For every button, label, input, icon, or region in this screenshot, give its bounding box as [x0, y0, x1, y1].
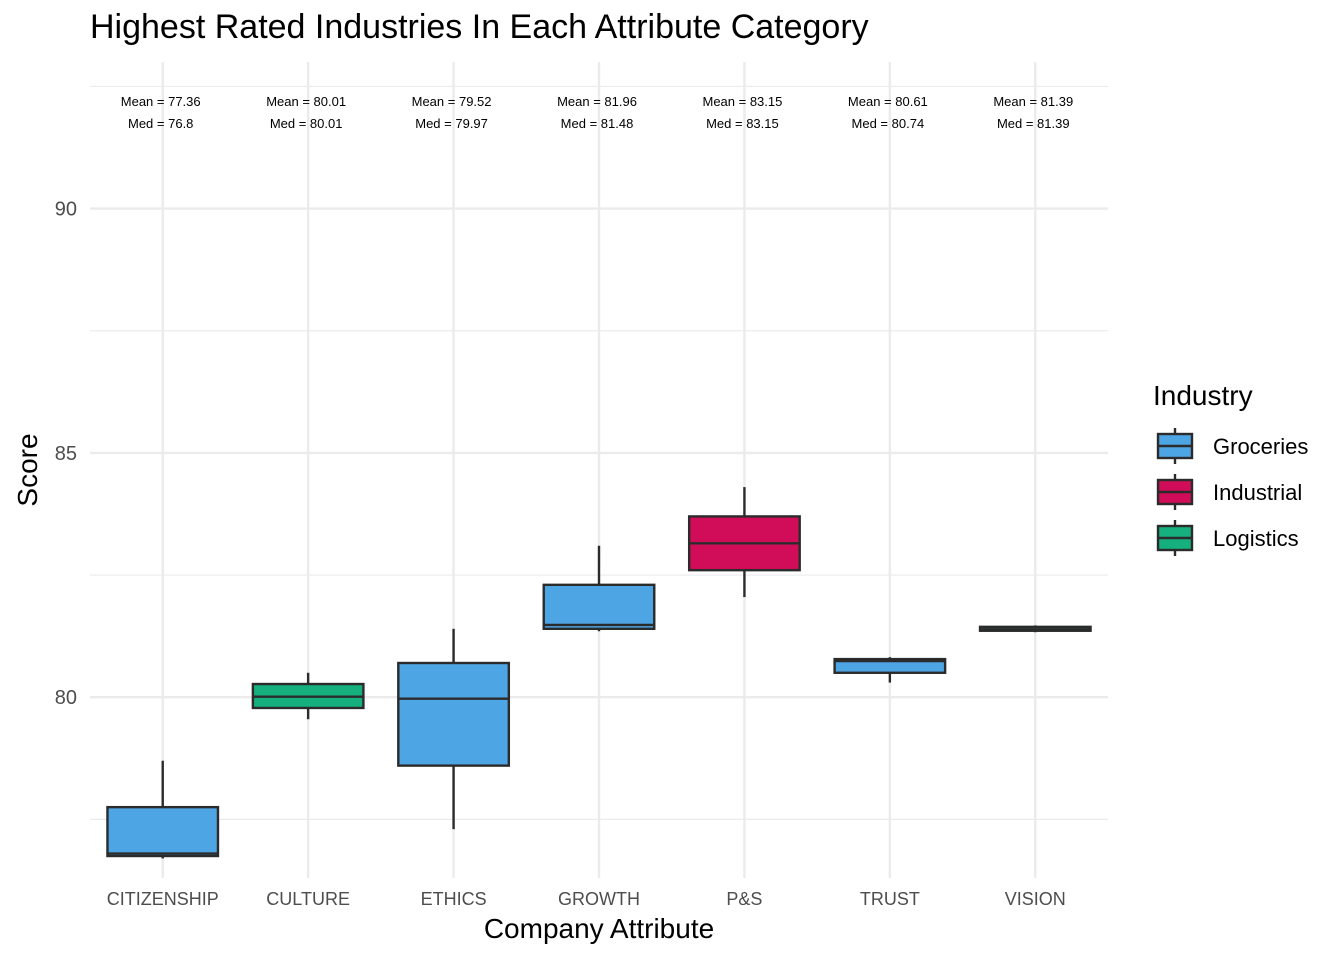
legend: Industry Groceries Industrial Logistics	[1153, 380, 1308, 556]
x-tick-label: CITIZENSHIP	[107, 889, 219, 909]
x-tick-label: P&S	[726, 889, 762, 909]
box-growth	[542, 545, 656, 632]
chart-title: Highest Rated Industries In Each Attribu…	[90, 8, 869, 46]
median-label: Med = 81.48	[561, 116, 634, 131]
box-trust	[833, 657, 947, 683]
grid	[90, 62, 1108, 878]
y-axis-title: Score	[12, 433, 43, 506]
mean-label: Mean = 77.36	[121, 94, 201, 109]
box-body	[397, 661, 511, 767]
mean-label: Mean = 81.96	[557, 94, 637, 109]
box-ethics	[397, 628, 511, 830]
y-tick-label: 80	[55, 687, 77, 709]
mean-label: Mean = 81.39	[993, 94, 1073, 109]
box-body	[833, 657, 947, 674]
y-tick-label: 90	[55, 199, 77, 221]
legend-key-logistics	[1156, 520, 1194, 556]
legend-key-industrial	[1156, 474, 1194, 510]
legend-label: Logistics	[1213, 526, 1299, 551]
box-vision	[978, 625, 1092, 633]
box-citizenship	[106, 760, 220, 859]
median-label: Med = 80.01	[270, 116, 343, 131]
median-label: Med = 79.97	[415, 116, 488, 131]
legend-label: Industrial	[1213, 480, 1302, 505]
median-label: Med = 81.39	[997, 116, 1070, 131]
annotations: Mean = 77.36 Med = 76.8 Mean = 80.01 Med = …	[121, 94, 1073, 131]
median-label: Med = 83.15	[706, 116, 779, 131]
y-axis-ticks: 80 85 90	[55, 199, 77, 710]
x-axis-title: Company Attribute	[484, 913, 714, 944]
box-ps	[687, 487, 801, 598]
x-tick-label: VISION	[1005, 889, 1066, 909]
legend-title: Industry	[1153, 380, 1253, 411]
x-tick-label: TRUST	[860, 889, 920, 909]
box-body	[542, 583, 656, 631]
mean-label: Mean = 80.01	[266, 94, 346, 109]
box-culture	[251, 672, 365, 720]
mean-label: Mean = 83.15	[702, 94, 782, 109]
x-tick-label: CULTURE	[266, 889, 350, 909]
y-tick-label: 85	[55, 443, 77, 465]
boxes	[106, 487, 1092, 859]
box-body	[106, 805, 220, 858]
x-tick-label: ETHICS	[421, 889, 487, 909]
x-axis-ticks: CITIZENSHIP CULTURE ETHICS GROWTH P&S TRUST VI…	[107, 889, 1066, 909]
legend-key-groceries	[1156, 428, 1194, 464]
mean-label: Mean = 80.61	[848, 94, 928, 109]
median-label: Med = 80.74	[852, 116, 925, 131]
median-label: Med = 76.8	[128, 116, 193, 131]
x-tick-label: GROWTH	[558, 889, 640, 909]
mean-label: Mean = 79.52	[412, 94, 492, 109]
legend-label: Groceries	[1213, 434, 1308, 459]
